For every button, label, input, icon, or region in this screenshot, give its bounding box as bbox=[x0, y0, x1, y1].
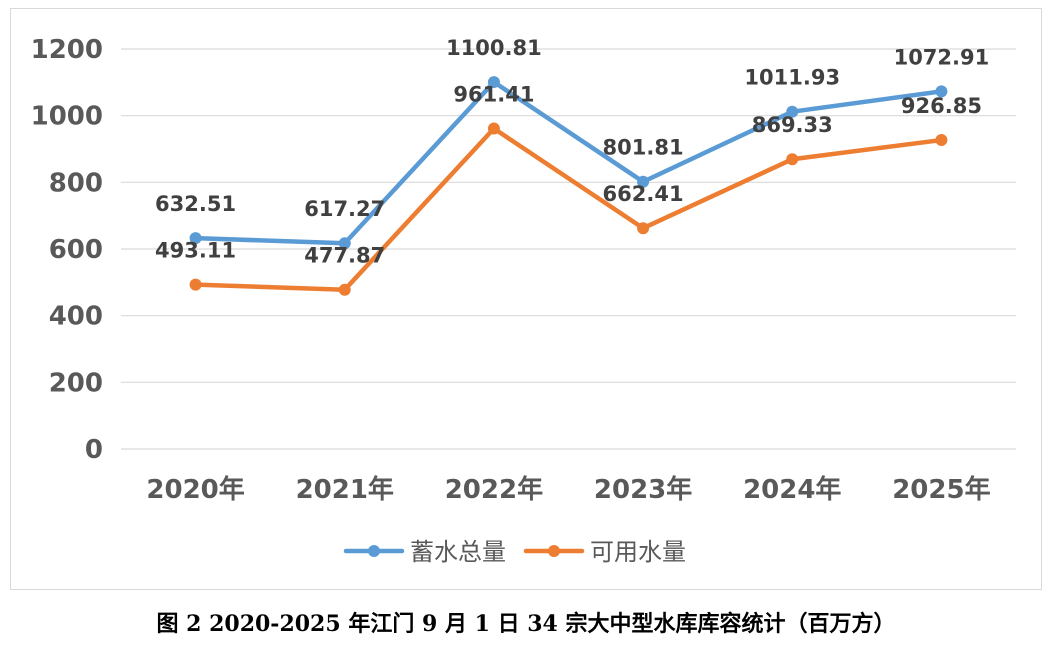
x-axis-ticks: 2020年 2021年 2022年 2023年 2024年 2025年 bbox=[146, 474, 990, 505]
data-point bbox=[786, 105, 799, 118]
legend-label: 蓄水总量 bbox=[410, 538, 506, 566]
x-tick-label: 2024年 bbox=[743, 474, 841, 505]
data-point bbox=[637, 222, 650, 235]
chart-frame: 0 200 400 600 800 1000 1200 2020年 2021年 2022年 202… bbox=[10, 8, 1042, 590]
x-tick-label: 2021年 bbox=[296, 474, 394, 505]
series-line-1 bbox=[193, 79, 944, 246]
y-tick-label: 600 bbox=[49, 235, 103, 265]
y-tick-label: 1000 bbox=[31, 102, 103, 132]
data-label: 801.81 bbox=[603, 136, 684, 160]
data-point bbox=[338, 237, 351, 250]
data-label: 1072.91 bbox=[894, 45, 990, 69]
legend-marker bbox=[548, 545, 560, 557]
legend-label: 可用水量 bbox=[590, 538, 686, 566]
data-point bbox=[487, 122, 500, 135]
data-label: 477.87 bbox=[304, 244, 385, 268]
y-axis-ticks: 0 200 400 600 800 1000 1200 bbox=[31, 35, 103, 465]
data-label: 662.41 bbox=[603, 182, 684, 206]
figure-caption: 图 2 2020-2025 年江门 9 月 1 日 34 宗大中型水库库容统计（… bbox=[156, 611, 896, 637]
legend-marker bbox=[368, 545, 380, 557]
data-point bbox=[637, 175, 650, 188]
y-tick-label: 400 bbox=[49, 302, 103, 332]
data-labels: 632.51 617.27 1100.81 801.81 1011.93 1072.91 4… bbox=[155, 36, 989, 268]
data-label: 926.85 bbox=[901, 94, 982, 118]
y-tick-label: 200 bbox=[49, 368, 103, 398]
data-label: 632.51 bbox=[155, 192, 236, 216]
data-label: 617.27 bbox=[304, 197, 385, 221]
x-tick-label: 2025年 bbox=[892, 474, 990, 505]
x-tick-label: 2020年 bbox=[146, 474, 244, 505]
series-lines bbox=[189, 76, 948, 296]
x-tick-label: 2022年 bbox=[445, 474, 543, 505]
y-tick-label: 0 bbox=[85, 435, 103, 465]
data-point bbox=[786, 153, 799, 166]
y-tick-label: 800 bbox=[49, 168, 103, 198]
data-point bbox=[338, 283, 351, 296]
data-point bbox=[935, 85, 948, 98]
legend: 蓄水总量 可用水量 bbox=[343, 538, 686, 566]
data-point bbox=[189, 232, 202, 245]
data-point bbox=[189, 278, 202, 291]
y-tick-label: 1200 bbox=[31, 35, 103, 65]
data-label: 1100.81 bbox=[446, 36, 542, 60]
data-point bbox=[487, 76, 500, 89]
data-label: 869.33 bbox=[752, 113, 833, 137]
data-point bbox=[935, 134, 948, 147]
data-label: 961.41 bbox=[453, 83, 534, 107]
data-label: 493.11 bbox=[155, 239, 236, 263]
series-line-2 bbox=[193, 126, 944, 292]
gridlines bbox=[121, 48, 1016, 450]
data-label: 1011.93 bbox=[744, 66, 840, 90]
x-tick-label: 2023年 bbox=[594, 474, 692, 505]
